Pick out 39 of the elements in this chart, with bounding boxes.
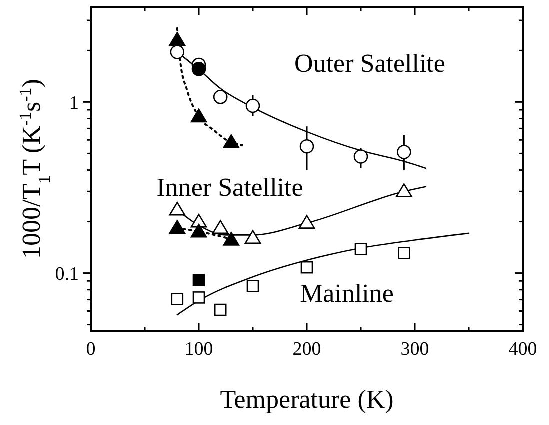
x-tick-label: 0 [86, 339, 96, 360]
point [223, 232, 240, 246]
point [169, 32, 186, 46]
point [354, 243, 368, 256]
point [212, 220, 229, 234]
point [223, 134, 240, 148]
point [214, 304, 227, 316]
point [192, 292, 206, 304]
point [298, 215, 316, 229]
point [171, 293, 184, 306]
y-tick-label: 0.1 [55, 264, 79, 285]
annotation: Outer Satellite [294, 49, 446, 78]
annotation: Mainline [300, 279, 394, 308]
point [213, 90, 228, 104]
point [246, 280, 260, 292]
annotation: Inner Satellite [156, 173, 304, 202]
point [246, 98, 260, 114]
point [190, 214, 208, 228]
point [192, 62, 206, 76]
x-axis-title: Temperature (K) [220, 385, 394, 414]
point [192, 274, 206, 286]
point [354, 150, 368, 164]
x-tick-label: 400 [508, 339, 538, 360]
point [398, 247, 410, 260]
point [190, 108, 208, 123]
y-tick-label: 1 [70, 92, 79, 114]
point [396, 184, 412, 198]
point [300, 261, 314, 274]
point [170, 45, 185, 60]
line-series [176, 232, 470, 316]
point [397, 145, 412, 160]
point [244, 230, 262, 244]
x-tick-label: 200 [292, 339, 322, 360]
point [190, 224, 208, 238]
point [169, 202, 186, 216]
x-tick-label: 300 [400, 339, 430, 360]
point [169, 220, 186, 234]
x-tick-label: 100 [184, 339, 214, 360]
point [300, 139, 314, 154]
